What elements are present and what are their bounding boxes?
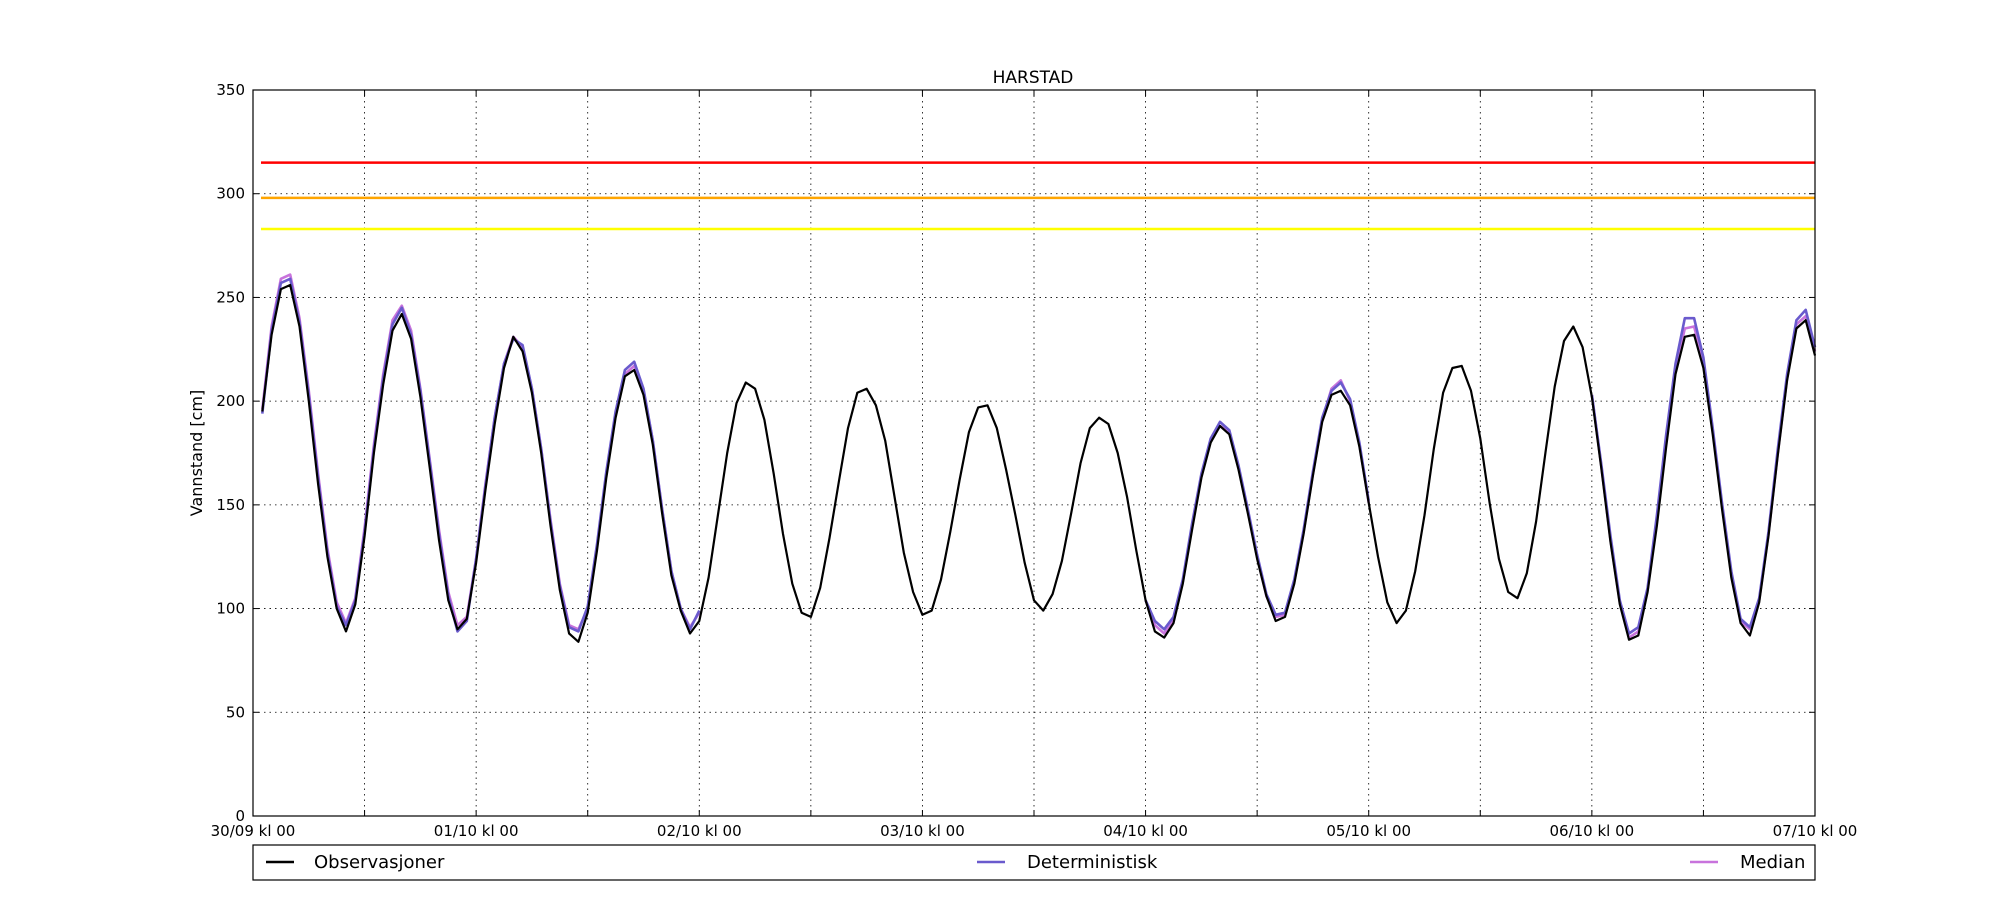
x-tick-label: 30/09 kl 00 [211, 822, 296, 840]
y-tick-label: 0 [235, 807, 245, 825]
legend-label: Median [1740, 852, 1805, 873]
y-axis-label: Vannstand [cm] [187, 390, 206, 516]
y-tick-label: 50 [226, 703, 245, 721]
x-tick-label: 04/10 kl 00 [1103, 822, 1188, 840]
chart-title: HARSTAD [993, 68, 1074, 88]
x-tick-label: 03/10 kl 00 [880, 822, 965, 840]
x-tick-label: 02/10 kl 00 [657, 822, 742, 840]
x-tick-label: 05/10 kl 00 [1326, 822, 1411, 840]
y-tick-label: 350 [216, 81, 245, 99]
legend-label: Deterministisk [1027, 852, 1158, 873]
series-line-deterministisk [1144, 381, 1370, 631]
legend-frame [252, 844, 1816, 881]
legend: Observasjoner Deterministisk Median [252, 844, 1816, 881]
grid-lines [253, 90, 1815, 816]
series-line-deterministisk [1590, 308, 1817, 635]
y-tick-label: 200 [216, 392, 245, 410]
y-tick-label: 150 [216, 496, 245, 514]
series-lines [261, 273, 1817, 643]
y-axis-ticks: 0 50 100 150 200 250 300 350 [216, 81, 1815, 825]
series-line-median [261, 273, 701, 631]
x-axis-ticks: 30/09 kl 00 01/10 kl 00 02/10 kl 00 03/10 k… [211, 90, 1858, 840]
y-tick-label: 250 [216, 288, 245, 306]
series-line-deterministisk [261, 277, 701, 633]
x-tick-label: 01/10 kl 00 [434, 822, 519, 840]
x-tick-label: 06/10 kl 00 [1549, 822, 1634, 840]
threshold-lines [261, 161, 1815, 231]
legend-label: Observasjoner [314, 852, 445, 873]
y-tick-label: 300 [216, 185, 245, 203]
y-tick-label: 100 [216, 600, 245, 618]
series-line-observasjoner [261, 283, 1817, 643]
x-tick-label: 07/10 kl 00 [1773, 822, 1858, 840]
